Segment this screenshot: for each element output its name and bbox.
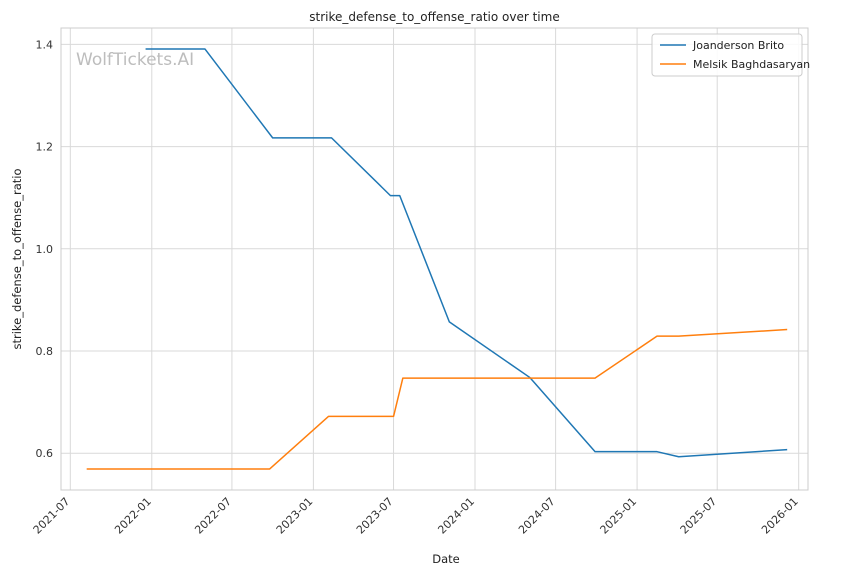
chart-title: strike_defense_to_offense_ratio over tim… — [309, 10, 559, 24]
y-tick-label: 0.8 — [36, 345, 54, 358]
legend: Joanderson Brito Melsik Baghdasaryan — [651, 33, 810, 77]
y-tick-label: 1.2 — [36, 141, 54, 154]
y-axis-ticks: 0.6 0.8 1.0 1.2 1.4 — [36, 38, 54, 460]
y-axis-title: strike_defense_to_offense_ratio — [10, 168, 24, 349]
y-tick-label: 1.0 — [36, 243, 54, 256]
legend-label-joanderson-brito: Joanderson Brito — [692, 39, 784, 52]
series-line-melsik-baghdasaryan — [86, 328, 788, 470]
series-line-joanderson-brito — [145, 48, 788, 458]
series-lines — [86, 48, 788, 470]
y-tick-label: 1.4 — [36, 38, 54, 51]
x-axis-title: Date — [432, 552, 460, 566]
plot-area-frame — [60, 27, 809, 491]
legend-box — [651, 33, 803, 77]
watermark-text: WolfTickets.AI — [76, 50, 194, 70]
gridlines — [61, 28, 808, 490]
legend-label-melsik-baghdasaryan: Melsik Baghdasaryan — [693, 58, 810, 71]
y-tick-label: 0.6 — [36, 447, 54, 460]
